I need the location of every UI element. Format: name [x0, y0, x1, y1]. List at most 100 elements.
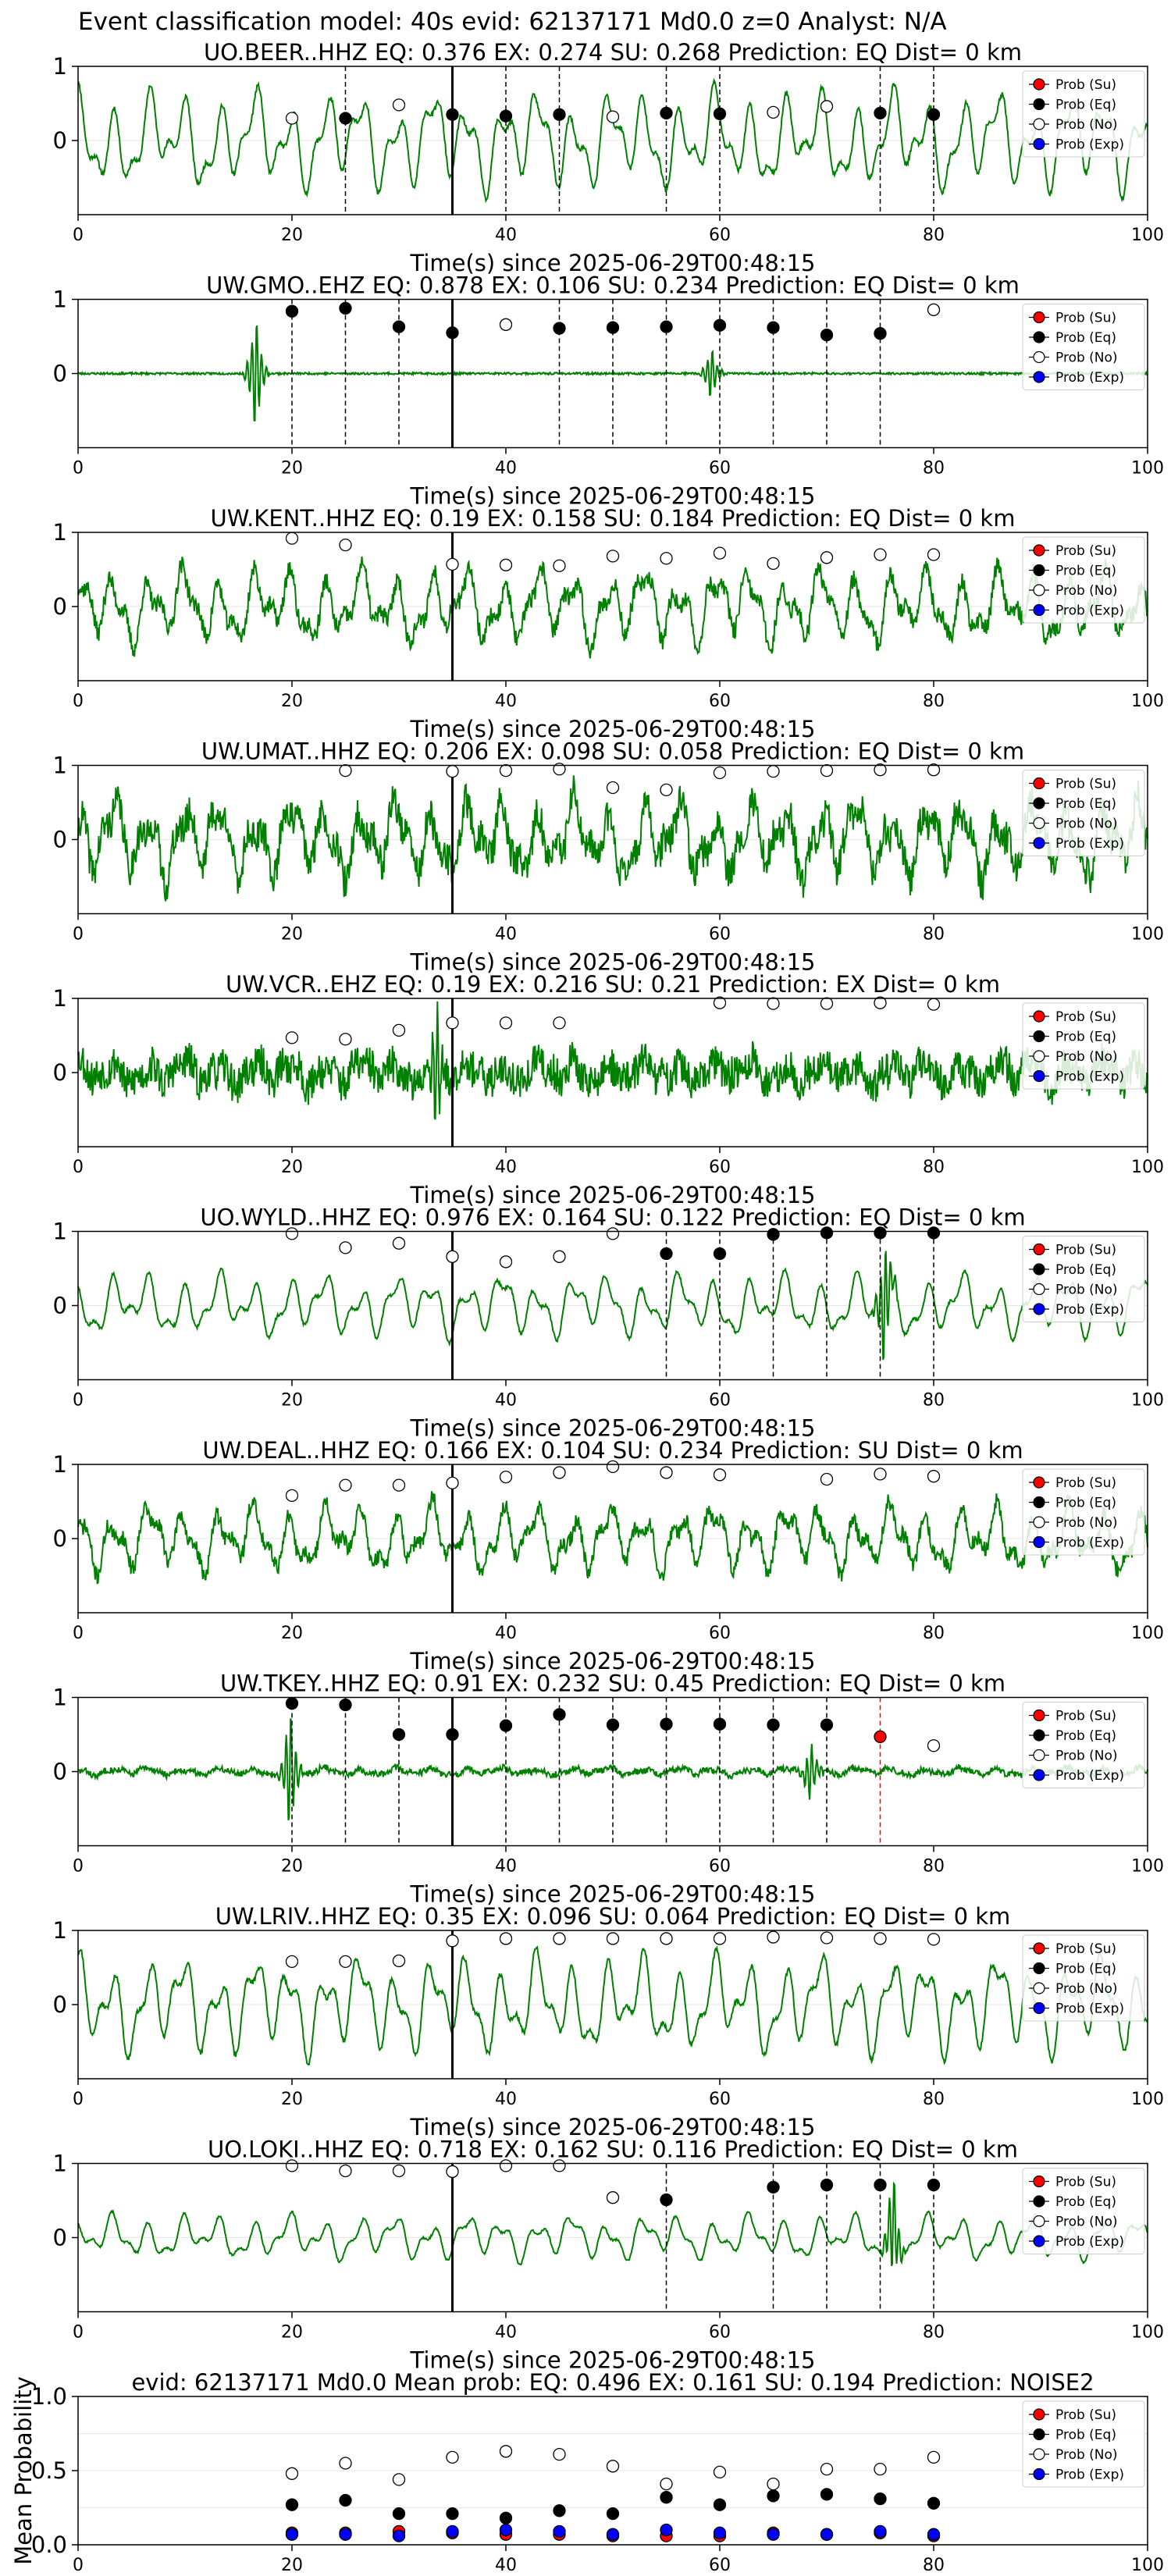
prob-point-no: [446, 1934, 459, 1948]
prob-point-eq: [874, 106, 887, 120]
y-tick-label: 1: [53, 1451, 67, 1478]
prob-point-no: [553, 1932, 566, 1945]
prob-point-eq: [713, 1717, 727, 1731]
x-tick-label: 0: [73, 1857, 84, 1877]
y-tick-label: 1: [53, 286, 67, 313]
prob-point-no: [339, 1955, 352, 1969]
prob-point-no: [606, 1460, 620, 1473]
legend: Prob (Su) Prob (Eq) Prob (No) Prob (Exp): [1022, 304, 1145, 390]
station-panel: UW.UMAT..HHZ EQ: 0.206 EX: 0.098 SU: 0.0…: [53, 738, 1164, 976]
legend-marker-no: [1033, 1982, 1045, 1994]
prob-point-eq: [392, 1727, 406, 1742]
mean-point-no: [927, 2450, 941, 2464]
station-panel: UW.TKEY..HHZ EQ: 0.91 EX: 0.232 SU: 0.45…: [53, 1670, 1164, 1908]
prob-point-no: [392, 2164, 406, 2178]
legend: Prob (Su) Prob (Eq) Prob (No) Prob (Exp): [1022, 770, 1145, 856]
legend-marker-exp: [1033, 603, 1045, 617]
y-tick-label: 0: [53, 1525, 67, 1552]
legend-label: Prob (Su): [1055, 311, 1116, 326]
prob-point-no: [285, 1489, 299, 1503]
x-tick-label: 0: [73, 2556, 84, 2575]
waveform-trace: [77, 1251, 1148, 1361]
legend: Prob (Su) Prob (Eq) Prob (No) Prob (Exp): [1022, 1934, 1145, 2022]
prob-point-eq: [874, 327, 887, 340]
prob-point-no: [339, 1478, 352, 1492]
x-tick-label: 100: [1131, 2090, 1164, 2109]
x-tick-label: 100: [1131, 459, 1164, 479]
legend-box: [1022, 304, 1145, 390]
legend-label: Prob (Exp): [1055, 2234, 1124, 2250]
prob-point-no: [285, 1031, 299, 1044]
mean-point-exp: [660, 2523, 673, 2537]
legend-label: Prob (No): [1055, 1049, 1118, 1065]
legend-box: [1022, 536, 1145, 624]
prob-point-no: [820, 551, 834, 564]
x-tick-label: 40: [495, 2556, 517, 2575]
prob-point-eq: [767, 1228, 780, 1241]
prob-point-no: [606, 550, 620, 563]
legend-marker-exp: [1033, 837, 1045, 849]
x-tick-label: 20: [281, 1624, 303, 1643]
station-panel: UW.GMO..EHZ EQ: 0.878 EX: 0.106 SU: 0.23…: [53, 272, 1164, 510]
legend-marker-eq: [1033, 1496, 1045, 1509]
y-tick-label: 1: [53, 1917, 67, 1944]
prob-point-no: [606, 110, 620, 123]
mean-point-exp: [553, 2524, 566, 2539]
prob-point-eq: [660, 106, 673, 120]
prob-point-no: [553, 2159, 566, 2172]
legend-box: [1022, 1702, 1145, 1788]
panel-title: UW.VCR..EHZ EQ: 0.19 EX: 0.216 SU: 0.21 …: [226, 971, 1000, 998]
prob-point-no: [820, 1472, 834, 1486]
prob-point-eq: [339, 112, 352, 125]
mean-probability-panel: evid: 62137171 Md0.0 Mean prob: EQ: 0.49…: [10, 2369, 1164, 2575]
y-tick-label: 0: [53, 1991, 67, 2018]
legend-label: Prob (Exp): [1055, 370, 1124, 386]
y-tick-label: 1: [53, 1219, 67, 1245]
legend-label: Prob (Su): [1055, 1941, 1116, 1957]
mean-point-no: [553, 2447, 566, 2461]
x-tick-label: 80: [923, 2323, 945, 2343]
x-tick-label: 60: [709, 1391, 731, 1411]
prob-point-no: [339, 539, 352, 552]
x-tick-label: 0: [73, 692, 84, 711]
panel-title: evid: 62137171 Md0.0 Mean prob: EQ: 0.49…: [131, 2369, 1094, 2396]
legend-marker-su: [1033, 2408, 1045, 2421]
legend: Prob (Su) Prob (Eq) Prob (No) Prob (Exp): [1022, 2400, 1145, 2488]
prob-point-no: [446, 1250, 459, 1263]
x-tick-label: 60: [709, 1158, 731, 1177]
x-axis-label: Time(s) since 2025-06-29T00:48:15: [410, 1648, 816, 1674]
x-tick-label: 60: [709, 459, 731, 479]
x-tick-label: 40: [495, 2090, 517, 2109]
legend-label: Prob (Eq): [1055, 98, 1116, 113]
x-tick-label: 60: [709, 2556, 731, 2575]
prob-point-no: [606, 1227, 620, 1240]
panel-title: UW.UMAT..HHZ EQ: 0.206 EX: 0.098 SU: 0.0…: [201, 738, 1024, 765]
legend-label: Prob (No): [1055, 583, 1118, 599]
legend-box: [1022, 1236, 1145, 1322]
legend-marker-no: [1033, 817, 1045, 830]
prob-point-eq: [285, 304, 299, 318]
mean-point-eq: [392, 2507, 406, 2521]
prob-point-no: [927, 303, 941, 316]
legend-label: Prob (Eq): [1055, 2428, 1116, 2443]
x-tick-label: 100: [1131, 2323, 1164, 2343]
prob-point-no: [606, 781, 620, 795]
legend-marker-su: [1033, 2175, 1045, 2188]
x-tick-label: 80: [923, 459, 945, 479]
prob-point-no: [553, 1016, 566, 1030]
mean-point-exp: [339, 2528, 352, 2541]
mean-point-eq: [339, 2493, 352, 2507]
prob-point-eq: [285, 1696, 299, 1710]
x-tick-label: 40: [495, 1624, 517, 1643]
station-panel: UW.VCR..EHZ EQ: 0.19 EX: 0.216 SU: 0.21 …: [53, 971, 1164, 1208]
x-tick-label: 60: [709, 925, 731, 945]
x-axis-label: Time(s) since 2025-06-29T00:48:15: [410, 2347, 816, 2374]
station-panel: UO.WYLD..HHZ EQ: 0.976 EX: 0.164 SU: 0.1…: [53, 1204, 1164, 1442]
prob-point-no: [392, 1954, 406, 1968]
prob-point-eq: [499, 109, 513, 123]
mean-point-eq: [713, 2498, 727, 2511]
mean-point-no: [767, 2477, 780, 2491]
waveform-trace: [77, 775, 1148, 902]
mean-point-no: [820, 2462, 834, 2476]
x-tick-label: 100: [1131, 692, 1164, 711]
